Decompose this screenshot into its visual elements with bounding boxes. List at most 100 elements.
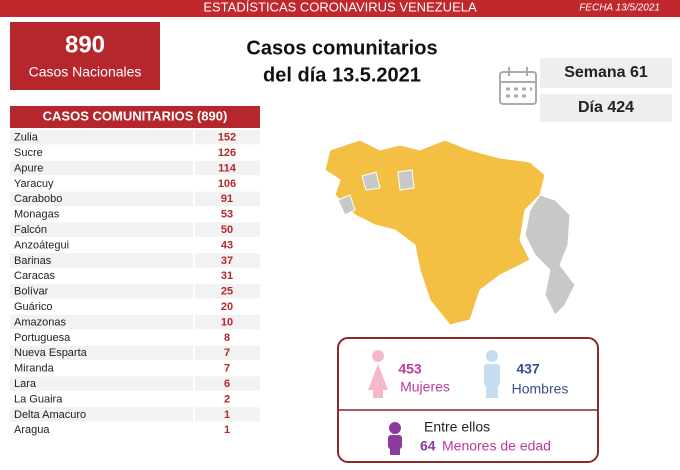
row-name: Aragua xyxy=(14,424,50,436)
row-name: Sucre xyxy=(14,147,43,159)
row-value: 50 xyxy=(221,224,233,236)
row-name: Monagas xyxy=(14,209,60,221)
row-bg xyxy=(10,207,193,222)
header-bar xyxy=(0,0,680,17)
map xyxy=(324,139,576,326)
row-value: 20 xyxy=(221,301,233,313)
minors-label: Menores de edad xyxy=(442,438,551,454)
row-value: 1 xyxy=(224,424,230,436)
women-value: 453 xyxy=(398,361,422,377)
row-bg xyxy=(195,237,260,253)
row-bg xyxy=(195,330,260,345)
row-bg xyxy=(195,422,260,437)
row-name: Bolívar xyxy=(14,286,49,298)
row-bg xyxy=(195,222,260,237)
row-name: Apure xyxy=(14,162,43,174)
man-icon xyxy=(484,350,500,398)
row-bg xyxy=(195,391,260,407)
national-value: 890 xyxy=(65,31,105,58)
row-bg xyxy=(10,299,193,314)
row-name: Lara xyxy=(14,378,37,390)
row-value: 7 xyxy=(224,347,230,359)
row-bg xyxy=(10,145,193,160)
row-name: Miranda xyxy=(14,363,55,375)
row-bg xyxy=(195,160,260,176)
row-bg xyxy=(195,145,260,160)
national-label: Casos Nacionales xyxy=(29,64,142,80)
week: Semana 61 xyxy=(564,64,648,81)
row-name: Guárico xyxy=(14,301,53,313)
row-name: Portuguesa xyxy=(14,332,71,344)
table-title: CASOS COMUNITARIOS (890) xyxy=(43,108,228,123)
row-bg xyxy=(10,422,193,437)
row-bg xyxy=(10,191,193,206)
row-name: Caracas xyxy=(14,270,55,282)
day-box xyxy=(540,94,672,122)
row-name: Barinas xyxy=(14,255,52,267)
row-name: Carabobo xyxy=(14,193,62,205)
row-value: 8 xyxy=(224,332,230,344)
row-bg xyxy=(195,130,260,145)
row-bg xyxy=(10,176,193,191)
minors-value: 64 xyxy=(420,438,436,454)
row-name: Yaracuy xyxy=(14,178,54,190)
row-bg xyxy=(10,237,193,253)
row-bg xyxy=(195,314,260,330)
row-bg xyxy=(195,207,260,222)
minors-intro: Entre ellos xyxy=(424,419,490,435)
row-name: Delta Amacuro xyxy=(14,409,86,421)
row-value: 53 xyxy=(221,209,233,221)
national-box xyxy=(10,22,160,90)
row-bg xyxy=(195,361,260,376)
row-bg xyxy=(10,160,193,176)
row-bg xyxy=(10,391,193,407)
row-name: La Guaira xyxy=(14,393,63,405)
row-bg xyxy=(10,284,193,299)
row-value: 43 xyxy=(221,239,233,251)
row-bg xyxy=(10,253,193,268)
row-value: 2 xyxy=(224,393,230,405)
row-bg xyxy=(10,268,193,283)
row-bg xyxy=(10,376,193,391)
table-header xyxy=(10,106,260,128)
week-box xyxy=(540,58,672,88)
row-value: 114 xyxy=(218,162,237,174)
row-value: 106 xyxy=(218,178,236,190)
row-name: Nueva Esparta xyxy=(14,347,88,359)
row-bg xyxy=(195,376,260,391)
row-bg xyxy=(195,253,260,268)
row-bg xyxy=(10,330,193,345)
row-name: Amazonas xyxy=(14,316,66,328)
day: Día 424 xyxy=(578,99,634,116)
men-label: Hombres xyxy=(512,381,569,397)
row-bg xyxy=(195,268,260,283)
row-value: 91 xyxy=(221,193,233,205)
row-bg xyxy=(195,176,260,191)
row-bg xyxy=(195,284,260,299)
stats-box xyxy=(337,337,599,463)
row-value: 1 xyxy=(224,409,230,421)
row-name: Falcón xyxy=(14,224,47,236)
women-label: Mujeres xyxy=(400,379,450,395)
row-value: 25 xyxy=(221,286,233,298)
header-title: ESTADÍSTICAS CORONAVIRUS VENEZUELA xyxy=(203,0,477,14)
row-value: 31 xyxy=(221,270,233,282)
row-value: 6 xyxy=(224,378,230,390)
row-value: 10 xyxy=(221,316,233,328)
row-bg xyxy=(10,407,193,422)
row-bg xyxy=(10,314,193,330)
row-value: 152 xyxy=(218,132,236,144)
row-bg xyxy=(10,222,193,237)
row-value: 126 xyxy=(218,147,236,159)
child-icon xyxy=(388,422,402,455)
row-bg xyxy=(195,407,260,422)
headline: Casos comunitarios xyxy=(246,37,437,59)
header-date: FECHA 13/5/2021 xyxy=(579,3,660,14)
row-name: Zulia xyxy=(14,132,39,144)
row-bg xyxy=(10,130,193,145)
row-bg xyxy=(10,361,193,376)
row-value: 7 xyxy=(224,363,230,375)
row-bg xyxy=(195,191,260,206)
